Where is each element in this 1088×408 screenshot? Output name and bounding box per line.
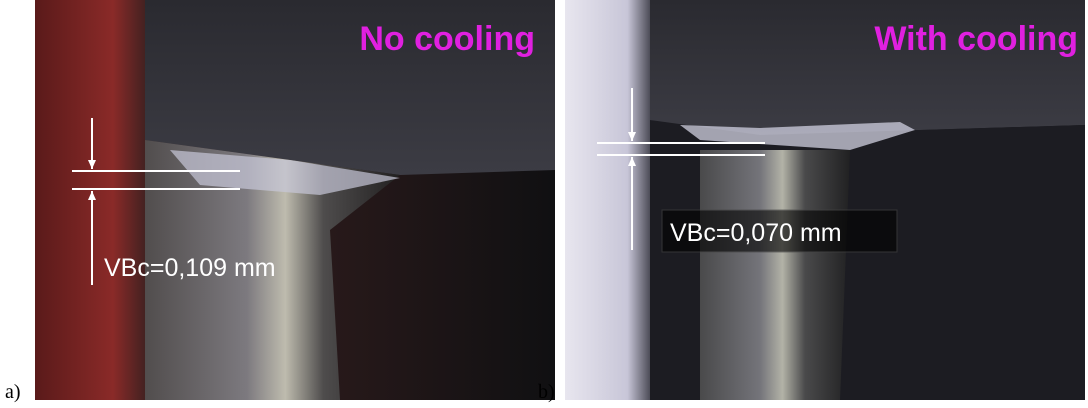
panel-a: No cooling VBc=0,109 mm a) [5, 0, 555, 403]
figure: No cooling VBc=0,109 mm a) With cooling … [0, 0, 1088, 408]
panel-b: With cooling VBc=0,070 mm b) [538, 0, 1085, 403]
flank [700, 150, 850, 400]
measurement: VBc=0,070 mm [670, 219, 842, 247]
panel-label: a) [5, 381, 21, 403]
panel-title: No cooling [359, 20, 535, 58]
panel-label: b) [538, 381, 555, 403]
panel-title: With cooling [874, 20, 1078, 58]
measurement: VBc=0,109 mm [104, 254, 276, 282]
